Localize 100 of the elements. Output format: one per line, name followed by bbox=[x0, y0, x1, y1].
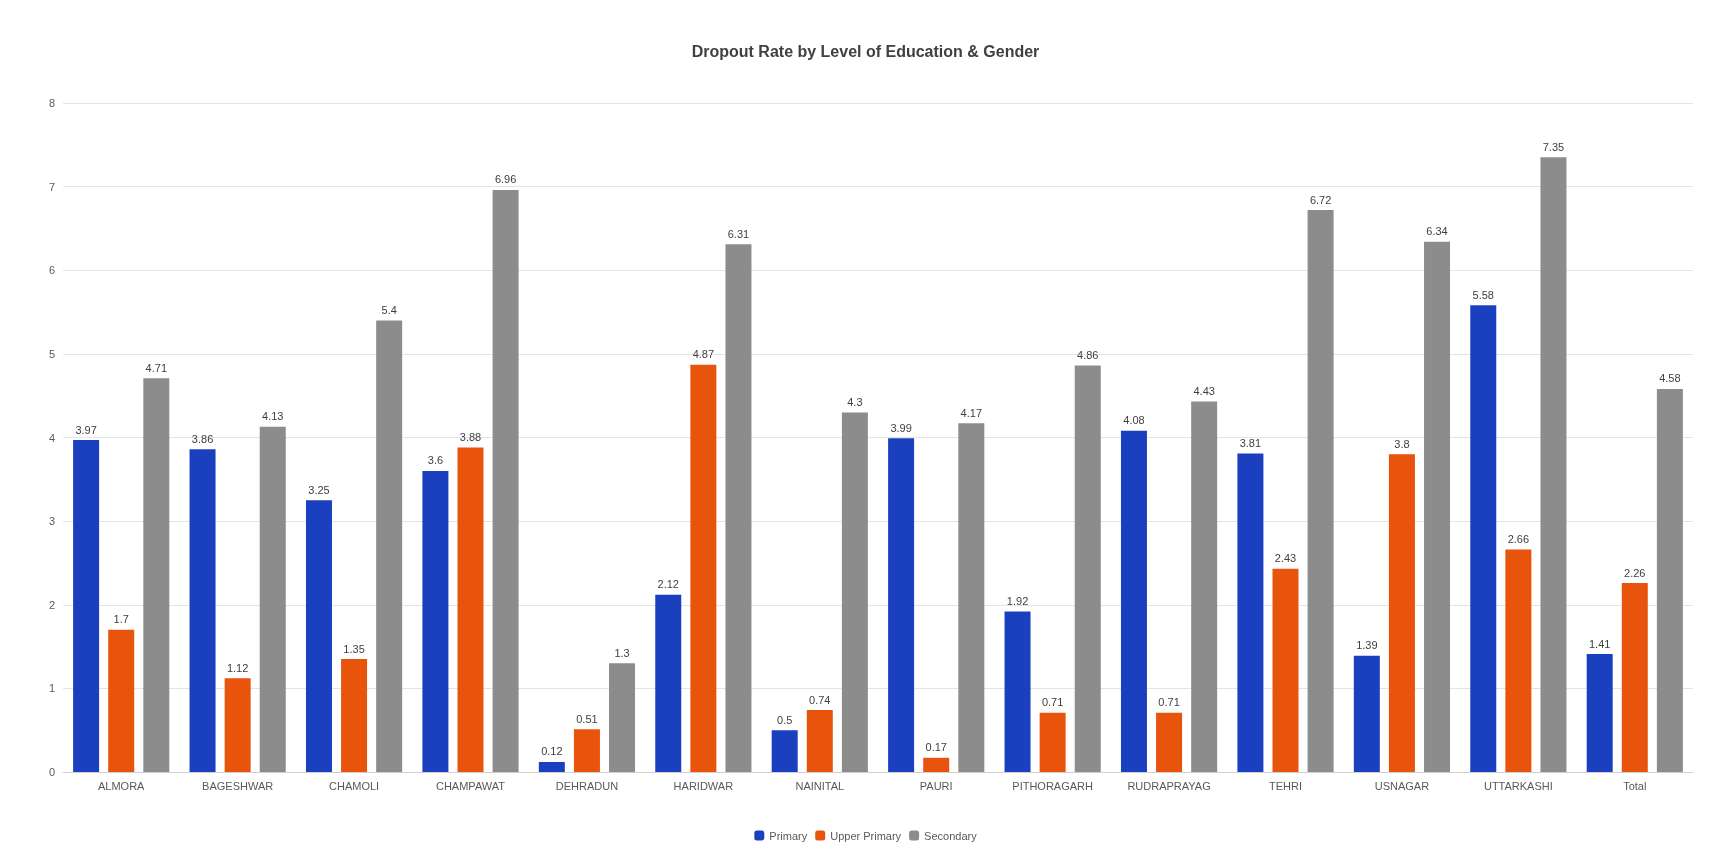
legend-label: Primary bbox=[769, 829, 808, 842]
x-tick-label: UTTARKASHI bbox=[1483, 779, 1553, 792]
bar bbox=[1307, 210, 1334, 772]
data-label: 0.71 bbox=[1158, 696, 1180, 709]
bar bbox=[376, 320, 403, 772]
data-label: 2.66 bbox=[1507, 533, 1530, 546]
bar bbox=[573, 729, 600, 772]
data-label: 3.97 bbox=[75, 423, 97, 436]
data-label: 2.26 bbox=[1624, 566, 1646, 579]
bar bbox=[1004, 611, 1031, 772]
bar bbox=[422, 470, 449, 772]
y-tick-label: 2 bbox=[48, 598, 55, 611]
bar bbox=[1505, 549, 1532, 772]
data-label: 4.58 bbox=[1659, 372, 1681, 385]
bar bbox=[108, 629, 135, 772]
data-label: 3.25 bbox=[308, 483, 330, 496]
x-tick-label: BAGESHWAR bbox=[202, 779, 274, 792]
bar bbox=[538, 761, 565, 772]
bar bbox=[259, 426, 286, 772]
x-tick-label: RUDRAPRAYAG bbox=[1127, 779, 1211, 792]
data-label: 2.12 bbox=[657, 578, 679, 591]
legend-label: Upper Primary bbox=[830, 829, 902, 842]
data-label: 3.8 bbox=[1394, 437, 1410, 450]
bar bbox=[1586, 654, 1613, 772]
bar bbox=[457, 447, 484, 772]
bar bbox=[690, 364, 717, 772]
data-label: 4.3 bbox=[847, 395, 863, 408]
x-tick-label: USNAGAR bbox=[1374, 779, 1430, 792]
y-tick-label: 1 bbox=[48, 682, 55, 695]
data-label: 1.41 bbox=[1588, 637, 1611, 650]
bar bbox=[1353, 655, 1380, 772]
data-label: 3.81 bbox=[1239, 436, 1262, 449]
bar bbox=[73, 440, 100, 772]
data-label: 6.34 bbox=[1426, 225, 1448, 238]
data-label: 4.43 bbox=[1193, 385, 1215, 398]
data-label: 1.92 bbox=[1006, 594, 1029, 607]
x-tick-label: CHAMPAWAT bbox=[435, 779, 506, 792]
data-label: 6.72 bbox=[1309, 193, 1332, 206]
bar bbox=[1272, 568, 1299, 772]
data-label: 0.74 bbox=[809, 693, 831, 706]
bar bbox=[1156, 712, 1183, 772]
data-label: 1.35 bbox=[343, 642, 365, 655]
bar bbox=[609, 663, 636, 772]
bar bbox=[806, 710, 833, 772]
data-label: 1.12 bbox=[226, 661, 249, 674]
bar bbox=[771, 730, 798, 772]
data-label: 3.6 bbox=[427, 454, 444, 467]
x-tick-label: DEHRADUN bbox=[555, 779, 619, 792]
y-tick-label: 0 bbox=[48, 766, 55, 778]
data-label: 4.86 bbox=[1077, 349, 1099, 362]
bar bbox=[725, 244, 752, 772]
data-label: 0.5 bbox=[777, 713, 793, 726]
bar bbox=[655, 594, 682, 772]
data-label: 6.31 bbox=[727, 227, 750, 240]
data-label: 5.4 bbox=[381, 303, 397, 316]
y-tick-label: 5 bbox=[48, 347, 55, 360]
data-label: 6.96 bbox=[494, 173, 517, 186]
x-tick-label: Total bbox=[1623, 779, 1647, 792]
bar bbox=[958, 423, 985, 772]
data-label: 0.12 bbox=[541, 745, 563, 758]
x-tick-label: NAINITAL bbox=[795, 779, 845, 792]
y-tick-label: 7 bbox=[48, 180, 55, 193]
data-label: 4.71 bbox=[145, 361, 168, 374]
bar bbox=[492, 189, 519, 772]
data-label: 1.7 bbox=[113, 613, 129, 626]
y-tick-label: 8 bbox=[48, 97, 55, 109]
data-label: 0.51 bbox=[576, 712, 598, 725]
data-label: 3.99 bbox=[890, 421, 912, 434]
bar bbox=[224, 678, 251, 772]
bar bbox=[305, 500, 332, 772]
data-label: 7.35 bbox=[1542, 140, 1565, 153]
bar bbox=[189, 449, 216, 772]
bar bbox=[1191, 401, 1218, 772]
data-label: 5.58 bbox=[1472, 288, 1494, 301]
bar bbox=[341, 659, 368, 772]
data-label: 4.87 bbox=[692, 348, 715, 361]
data-label: 4.13 bbox=[262, 410, 284, 423]
x-tick-label: HARIDWAR bbox=[673, 779, 734, 792]
data-label: 2.43 bbox=[1274, 552, 1297, 565]
bar bbox=[1388, 454, 1415, 772]
y-tick-label: 6 bbox=[48, 264, 55, 277]
x-tick-label: ALMORA bbox=[97, 779, 146, 792]
data-label: 0.17 bbox=[925, 741, 947, 754]
x-tick-label: PAURI bbox=[919, 779, 953, 792]
y-tick-label: 3 bbox=[48, 515, 55, 528]
x-tick-label: PITHORAGARH bbox=[1012, 779, 1094, 792]
data-label: 3.86 bbox=[191, 432, 214, 445]
bar bbox=[1039, 712, 1066, 772]
bar bbox=[1540, 157, 1567, 772]
bar bbox=[923, 757, 950, 772]
data-label: 4.17 bbox=[960, 406, 983, 419]
x-tick-label: TEHRI bbox=[1269, 779, 1302, 792]
bar bbox=[1074, 365, 1101, 772]
data-label: 1.39 bbox=[1356, 639, 1378, 652]
x-tick-label: CHAMOLI bbox=[329, 779, 380, 792]
bar bbox=[1621, 583, 1648, 772]
data-label: 0.71 bbox=[1041, 696, 1064, 709]
legend-label: Secondary bbox=[924, 829, 978, 842]
bar bbox=[1424, 241, 1451, 772]
bar bbox=[1237, 453, 1264, 772]
